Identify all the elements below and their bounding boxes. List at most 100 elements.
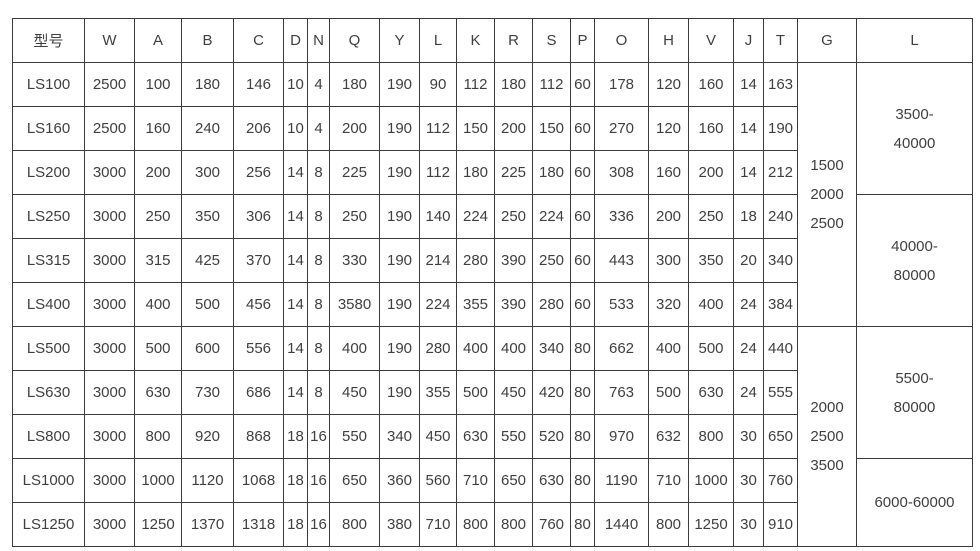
value-cell: 14 <box>733 150 764 195</box>
model-cell: LS500 <box>12 326 85 371</box>
value-cell: 212 <box>763 150 798 195</box>
value-cell: 500 <box>181 282 234 327</box>
value-cell: 146 <box>233 62 284 107</box>
column-header-20: L <box>856 18 973 63</box>
table-row: LS1000 3000 1000 1120 1068 18 16 650 360 560 710 65… <box>12 458 973 547</box>
value-cell: 1250 <box>134 502 182 547</box>
table-row: LS100 2500 100 180 146 10 4 180 190 90 112 180 112 60… <box>12 62 973 327</box>
value-cell: 60 <box>570 194 595 239</box>
value-cell: 200 <box>494 106 533 151</box>
table-row: LS250 3000 250 350 306 14 8 250 190 140 224 250 224 6… <box>12 194 973 327</box>
model-cell: LS800 <box>12 414 85 459</box>
value-cell: 224 <box>456 194 495 239</box>
value-cell: 14 <box>283 282 308 327</box>
value-cell: 60 <box>570 150 595 195</box>
value-cell: 3000 <box>84 194 135 239</box>
value-cell: 280 <box>456 238 495 283</box>
value-cell: 10 <box>283 62 308 107</box>
l-group-line: 5500- <box>895 369 934 387</box>
column-header-8: Y <box>379 18 420 63</box>
value-cell: 400 <box>494 326 533 371</box>
value-cell: 710 <box>648 458 689 503</box>
value-cell: 120 <box>648 62 689 107</box>
g-group-line: 3500 <box>810 457 844 474</box>
value-cell: 380 <box>379 502 420 547</box>
value-cell: 20 <box>733 238 764 283</box>
column-header-15: H <box>648 18 689 63</box>
l-group-cell: 40000- 80000 <box>856 194 973 327</box>
value-cell: 250 <box>532 238 571 283</box>
value-cell: 214 <box>419 238 457 283</box>
value-cell: 400 <box>688 282 734 327</box>
value-cell: 1318 <box>233 502 284 547</box>
value-cell: 180 <box>456 150 495 195</box>
value-cell: 280 <box>532 282 571 327</box>
value-cell: 190 <box>379 370 420 415</box>
value-cell: 500 <box>134 326 182 371</box>
l-group-line: 80000 <box>893 398 936 416</box>
value-cell: 160 <box>688 106 734 151</box>
column-header-10: K <box>456 18 495 63</box>
spec-table: 型号 W A B C D N Q Y L K R S P O H V J T G L LS100 2500 100 180 14… <box>12 18 973 547</box>
g-group-line: 2000 <box>810 186 844 203</box>
value-cell: 1190 <box>594 458 649 503</box>
value-cell: 100 <box>134 62 182 107</box>
value-cell: 256 <box>233 150 284 195</box>
value-cell: 160 <box>134 106 182 151</box>
value-cell: 8 <box>307 282 330 327</box>
column-header-1: W <box>84 18 135 63</box>
value-cell: 180 <box>181 62 234 107</box>
value-cell: 80 <box>570 458 595 503</box>
g-group-cell: 2000 2500 3500 <box>797 326 857 547</box>
value-cell: 450 <box>419 414 457 459</box>
column-header-9: L <box>419 18 457 63</box>
value-cell: 190 <box>379 62 420 107</box>
value-cell: 16 <box>307 502 330 547</box>
value-cell: 650 <box>329 458 380 503</box>
value-cell: 60 <box>570 106 595 151</box>
value-cell: 443 <box>594 238 649 283</box>
value-cell: 8 <box>307 238 330 283</box>
value-cell: 630 <box>532 458 571 503</box>
value-cell: 18 <box>283 414 308 459</box>
value-cell: 2500 <box>84 106 135 151</box>
value-cell: 360 <box>379 458 420 503</box>
model-cell: LS630 <box>12 370 85 415</box>
value-cell: 650 <box>763 414 798 459</box>
value-cell: 763 <box>594 370 649 415</box>
table-body: LS100 2500 100 180 146 10 4 180 190 90 112 180 112 60… <box>12 62 973 547</box>
value-cell: 190 <box>379 106 420 151</box>
header-row: 型号 W A B C D N Q Y L K R S P O H V J T G L <box>12 18 973 63</box>
value-cell: 400 <box>456 326 495 371</box>
value-cell: 112 <box>419 106 457 151</box>
value-cell: 555 <box>763 370 798 415</box>
value-cell: 650 <box>494 458 533 503</box>
value-cell: 560 <box>419 458 457 503</box>
column-header-5: D <box>283 18 308 63</box>
value-cell: 10 <box>283 106 308 151</box>
value-cell: 60 <box>570 62 595 107</box>
value-cell: 240 <box>763 194 798 239</box>
model-cell: LS1250 <box>12 502 85 547</box>
value-cell: 315 <box>134 238 182 283</box>
value-cell: 350 <box>181 194 234 239</box>
value-cell: 18 <box>283 458 308 503</box>
model-cell: LS400 <box>12 282 85 327</box>
value-cell: 225 <box>494 150 533 195</box>
value-cell: 270 <box>594 106 649 151</box>
value-cell: 3000 <box>84 238 135 283</box>
value-cell: 250 <box>134 194 182 239</box>
value-cell: 910 <box>763 502 798 547</box>
value-cell: 355 <box>419 370 457 415</box>
value-cell: 400 <box>648 326 689 371</box>
value-cell: 400 <box>134 282 182 327</box>
value-cell: 686 <box>233 370 284 415</box>
table-row: LS1250 3000 1250 1370 1318 18 16 800 380 710 800 80… <box>12 502 973 547</box>
value-cell: 200 <box>134 150 182 195</box>
value-cell: 662 <box>594 326 649 371</box>
value-cell: 3000 <box>84 502 135 547</box>
model-cell: LS250 <box>12 194 85 239</box>
value-cell: 355 <box>456 282 495 327</box>
value-cell: 970 <box>594 414 649 459</box>
value-cell: 450 <box>329 370 380 415</box>
